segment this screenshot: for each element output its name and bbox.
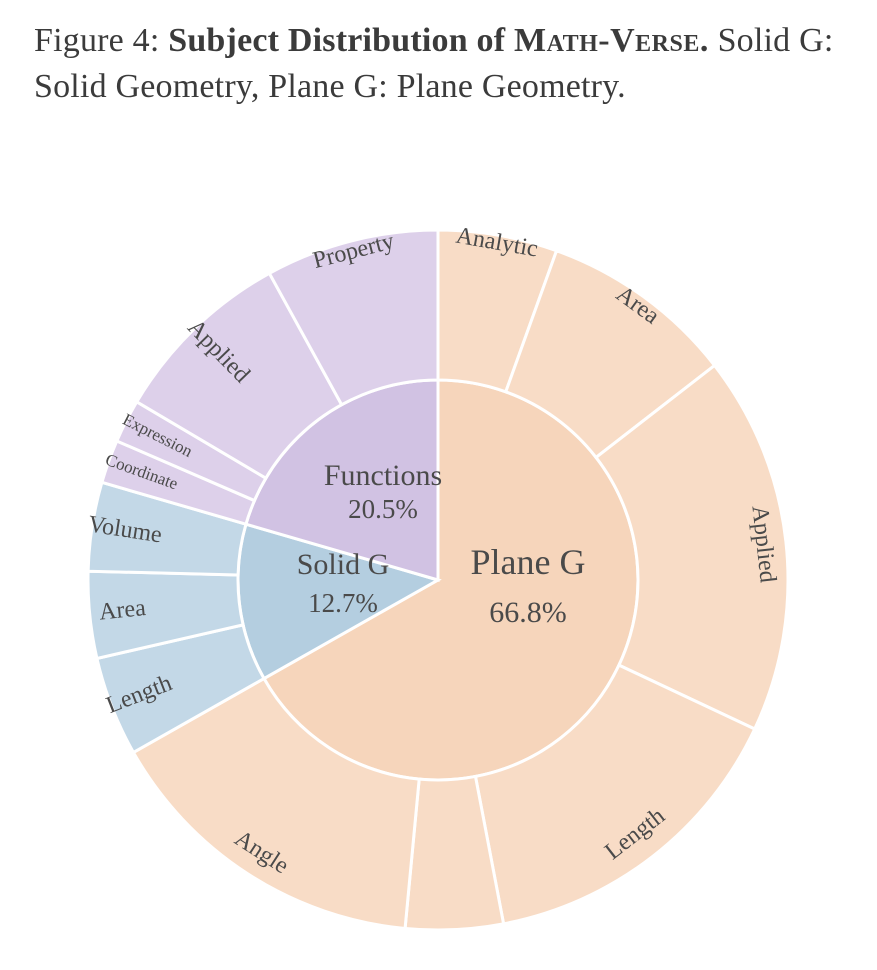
inner-label: Functions [324,459,442,492]
inner-label: Plane G [471,542,586,582]
caption-prefix: Figure 4: [34,22,168,59]
inner-label: Solid G [297,548,390,581]
figure-caption: Figure 4: Subject Distribution of Math-V… [0,0,877,110]
page: Figure 4: Subject Distribution of Math-V… [0,0,877,970]
inner-percent: 66.8% [489,596,567,629]
caption-title-a: Subject Distribution of [168,22,514,59]
sunburst-chart: AnalyticAreaAppliedLengthAngleLengthArea… [78,220,798,940]
caption-title-b: Math-Verse. [514,22,709,59]
outer-label: Area [98,595,147,626]
sunburst-svg: AnalyticAreaAppliedLengthAngleLengthArea… [78,220,798,940]
inner-percent: 20.5% [348,494,418,524]
inner-percent: 12.7% [308,588,378,618]
